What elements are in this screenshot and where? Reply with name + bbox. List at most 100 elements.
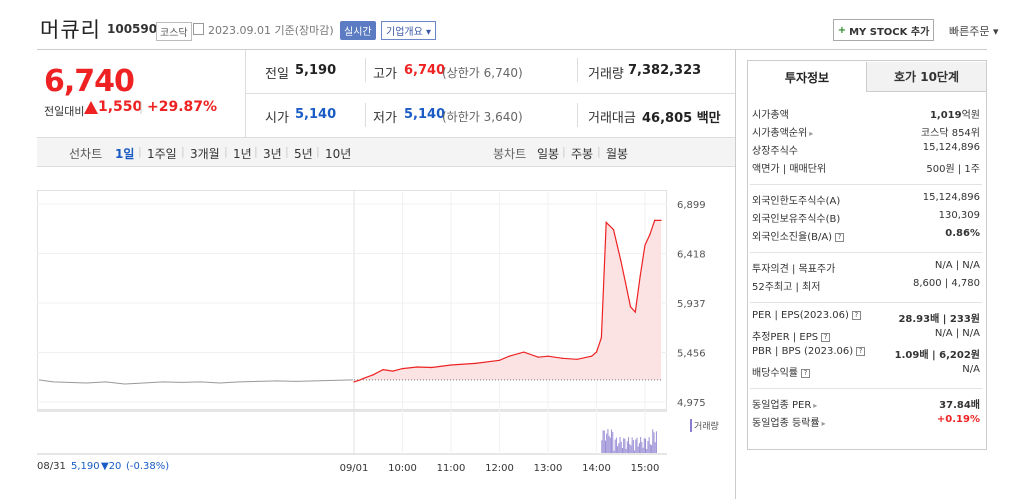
info-label: 52주최고 | 최저 (752, 282, 821, 293)
volume-bar (619, 437, 621, 453)
volume-bar (653, 432, 655, 453)
x-tick-label: 15:00 (631, 463, 660, 474)
period-3m[interactable]: 3개월 (190, 147, 220, 161)
price-point (431, 366, 433, 369)
volume-bar (641, 442, 643, 453)
info-label: PER | EPS(2023.06)? (752, 310, 861, 325)
chevron-right-icon: ▸ (809, 129, 814, 138)
info-value: 코스닥 854위 (920, 128, 980, 139)
info-label: PBR | BPS (2023.06)? (752, 346, 866, 361)
info-value: 37.84배 (939, 400, 980, 411)
info-row: 외국인한도주식수(A) 15,124,896 (752, 192, 980, 207)
price-point (629, 306, 632, 308)
stock-name: 머큐리 (40, 18, 101, 42)
separator: | (285, 145, 289, 158)
help-icon[interactable]: ? (835, 232, 845, 242)
diff-separator: | (139, 100, 144, 114)
info-value: 500원 | 1주 (926, 164, 980, 175)
separator: | (562, 145, 566, 158)
price-point (401, 367, 404, 370)
info-value: 15,124,896 (922, 142, 980, 153)
price-chart[interactable]: 6,899 6,418 5,937 5,456 4,975 09/01 10:00 11:0… (37, 190, 735, 490)
help-icon[interactable]: ? (856, 346, 866, 356)
price-point (644, 244, 646, 246)
volume-bar (645, 438, 646, 453)
company-overview-button[interactable]: 기업개요 ▾ (381, 21, 436, 40)
volume-bar (628, 437, 630, 453)
volume-bar (611, 429, 613, 453)
chart-grid (37, 190, 667, 455)
info-separator (750, 302, 982, 303)
help-icon[interactable]: ? (851, 310, 861, 320)
info-value: 1.09배 | 6,202원 (894, 350, 980, 361)
separator: | (138, 145, 142, 158)
period-3y[interactable]: 3년 (263, 147, 282, 161)
volume-bar (608, 435, 610, 453)
realtime-button[interactable]: 실시간 (340, 21, 376, 40)
volume-bar (602, 430, 604, 453)
candle-daily[interactable]: 일봉 (537, 147, 560, 161)
candle-monthly[interactable]: 월봉 (606, 147, 629, 161)
high-value: 6,740 (404, 63, 446, 78)
info-value: N/A | N/A (934, 260, 980, 271)
tab-order-book[interactable]: 호가 10단계 (867, 62, 986, 92)
info-row[interactable]: 동일업종 등락률 ▸ +0.19% (752, 414, 980, 429)
volume-bar (630, 445, 632, 453)
info-row: 52주최고 | 최저 8,600 | 4,780 (752, 278, 980, 293)
x-tick-label: 11:00 (437, 463, 466, 474)
quote-col-divider (577, 103, 578, 127)
x-tick-label: 13:00 (534, 463, 563, 474)
help-icon[interactable]: ? (801, 368, 810, 378)
quick-order-button[interactable]: 빠른주문 ▾ (949, 25, 999, 38)
prev-close-value: 5,190 (295, 63, 337, 78)
price-point (363, 377, 365, 379)
info-row[interactable]: 동일업종 PER ▸ 37.84배 (752, 396, 980, 411)
info-row: PBR | BPS (2023.06)? 1.09배 | 6,202원 (752, 346, 980, 361)
price-point (392, 370, 394, 372)
price-point (634, 311, 636, 313)
info-value: 28.93배 | 233원 (898, 314, 980, 325)
separator: | (316, 145, 320, 158)
separator: | (224, 145, 228, 158)
period-1y[interactable]: 1년 (233, 147, 252, 161)
period-5y[interactable]: 5년 (294, 147, 313, 161)
candle-weekly[interactable]: 주봉 (571, 147, 594, 161)
info-row: 액면가 | 매매단위 500원 | 1주 (752, 160, 980, 175)
add-mystock-button[interactable]: + MY STOCK 추가 (833, 19, 934, 41)
volume-value: 7,382,323 (628, 63, 702, 78)
chevron-right-icon: ▸ (813, 401, 818, 410)
volume-bar (635, 439, 637, 453)
period-10y[interactable]: 10년 (325, 147, 352, 161)
info-separator (750, 252, 982, 253)
help-icon[interactable]: ? (821, 332, 831, 342)
low-value: 5,140 (404, 107, 446, 122)
info-label: 상장주식수 (752, 146, 798, 157)
info-label: 액면가 | 매매단위 (752, 164, 827, 175)
info-value: 0.86% (945, 228, 980, 239)
x-tick-label: 09/01 (340, 463, 369, 474)
stock-code: 100590 (107, 22, 158, 36)
prev-day-close: 5,190 (71, 461, 100, 472)
price-point (508, 355, 510, 357)
price-point (612, 229, 615, 231)
info-row[interactable]: 시가총액순위 ▸ 코스닥 854위 (752, 124, 980, 139)
volume-bar (648, 437, 650, 453)
volume-bar (651, 445, 653, 453)
volume-bar (618, 443, 620, 453)
info-row: 외국인보유주식수(B) 130,309 (752, 210, 980, 225)
info-value: 8,600 | 4,780 (913, 278, 980, 289)
y-tick-label: 5,937 (677, 299, 706, 310)
period-1w[interactable]: 1주일 (147, 147, 177, 161)
info-label: 추정PER | EPS? (752, 328, 831, 343)
volume-bar (655, 431, 657, 453)
diff-value: 1,550 (98, 99, 143, 115)
tab-invest-info[interactable]: 투자정보 (748, 62, 867, 92)
volume-bar (649, 444, 651, 453)
price-point (498, 359, 501, 361)
volume-bar (621, 448, 623, 453)
separator: | (181, 145, 185, 158)
info-separator (750, 388, 982, 389)
volume-bar (643, 438, 645, 453)
info-value: +0.19% (936, 414, 980, 425)
period-1d[interactable]: 1일 (115, 147, 135, 161)
